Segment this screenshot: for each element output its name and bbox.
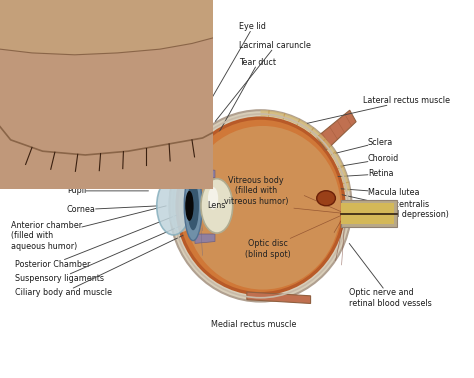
Bar: [0, 0, 213, 72]
Polygon shape: [195, 234, 215, 243]
Text: Anterior chamber
(filled with
aqueous humor): Anterior chamber (filled with aqueous hu…: [11, 206, 166, 251]
Circle shape: [317, 191, 336, 206]
Ellipse shape: [175, 116, 346, 295]
Text: Fovea centralis
(central depression): Fovea centralis (central depression): [317, 189, 449, 219]
Circle shape: [43, 53, 145, 144]
Text: Choroid: Choroid: [338, 155, 399, 166]
Text: Retina: Retina: [337, 169, 393, 178]
Text: Lateral rectus muscle: Lateral rectus muscle: [307, 96, 450, 123]
Ellipse shape: [0, 49, 192, 147]
Ellipse shape: [157, 177, 191, 235]
Text: Sclera: Sclera: [335, 138, 393, 153]
Polygon shape: [0, 0, 213, 155]
Ellipse shape: [184, 171, 202, 240]
Polygon shape: [0, 38, 213, 189]
Text: Lacrimal caruncle: Lacrimal caruncle: [215, 41, 311, 121]
Text: Lens: Lens: [208, 201, 226, 211]
Text: Tear duct: Tear duct: [217, 58, 276, 136]
Polygon shape: [195, 168, 215, 178]
Polygon shape: [247, 292, 310, 304]
Bar: [341, 200, 397, 227]
Polygon shape: [261, 110, 350, 192]
Text: Pupil: Pupil: [67, 186, 148, 195]
Ellipse shape: [201, 179, 233, 233]
Bar: [341, 203, 394, 224]
Text: Lens: Lens: [208, 201, 226, 211]
Bar: [132, 58, 468, 366]
Text: Posterior Chamber: Posterior Chamber: [15, 215, 176, 268]
Circle shape: [73, 79, 115, 117]
Ellipse shape: [179, 120, 342, 292]
Polygon shape: [196, 19, 213, 170]
Bar: [0, 155, 213, 189]
Ellipse shape: [168, 180, 195, 232]
Ellipse shape: [185, 191, 193, 221]
Text: Optic nerve and
retinal blood vessels: Optic nerve and retinal blood vessels: [349, 243, 432, 308]
Text: Cornea: Cornea: [67, 205, 158, 214]
Text: Vitreous body
(filled with
vitreous humor): Vitreous body (filled with vitreous humo…: [224, 176, 288, 206]
Text: Medial rectus muscle: Medial rectus muscle: [211, 320, 296, 329]
Ellipse shape: [187, 181, 199, 230]
Text: Suspensory ligaments: Suspensory ligaments: [15, 225, 183, 283]
Ellipse shape: [0, 83, 36, 113]
Text: Iris: Iris: [67, 171, 159, 181]
Ellipse shape: [185, 126, 341, 290]
Polygon shape: [317, 110, 356, 150]
Text: Optic disc
(blind spot): Optic disc (blind spot): [245, 239, 291, 259]
Text: Ciliary body and muscle: Ciliary body and muscle: [15, 234, 186, 297]
Text: Eye lid: Eye lid: [209, 22, 266, 103]
Ellipse shape: [78, 106, 89, 113]
Text: Sclera: Sclera: [83, 150, 181, 165]
Text: Macula lutea: Macula lutea: [319, 187, 419, 197]
Ellipse shape: [170, 110, 352, 302]
Ellipse shape: [208, 187, 218, 210]
